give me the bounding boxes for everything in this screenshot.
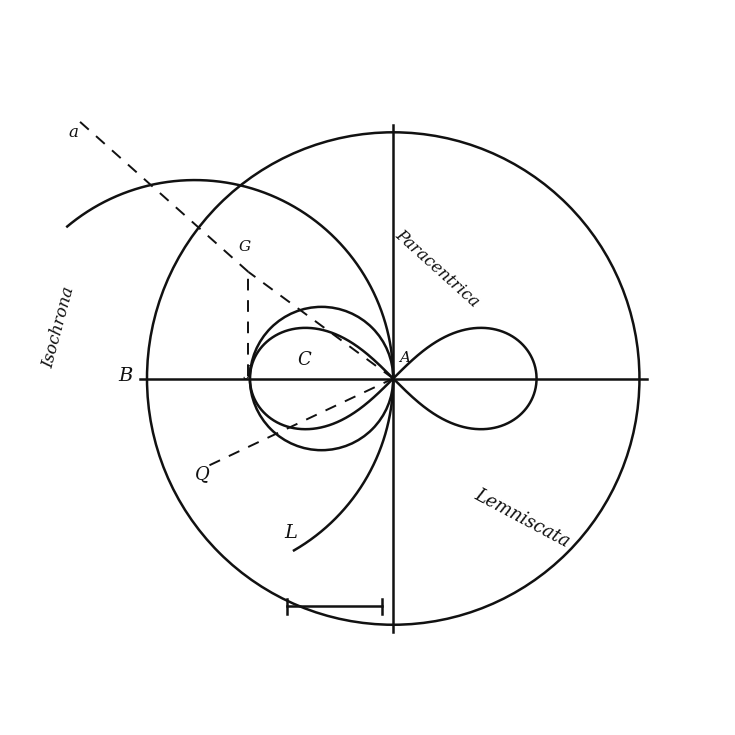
Text: Q: Q bbox=[195, 465, 209, 483]
Text: A: A bbox=[399, 351, 410, 365]
Text: C: C bbox=[298, 351, 312, 369]
Text: L: L bbox=[284, 524, 297, 542]
Text: B: B bbox=[118, 368, 132, 385]
Text: Isochrona: Isochrona bbox=[40, 284, 78, 370]
Text: Paracentrica: Paracentrica bbox=[392, 226, 483, 310]
Text: Lemniscata: Lemniscata bbox=[471, 486, 573, 551]
Text: J: J bbox=[245, 365, 251, 379]
Text: G: G bbox=[239, 240, 251, 254]
Text: a: a bbox=[68, 123, 79, 141]
